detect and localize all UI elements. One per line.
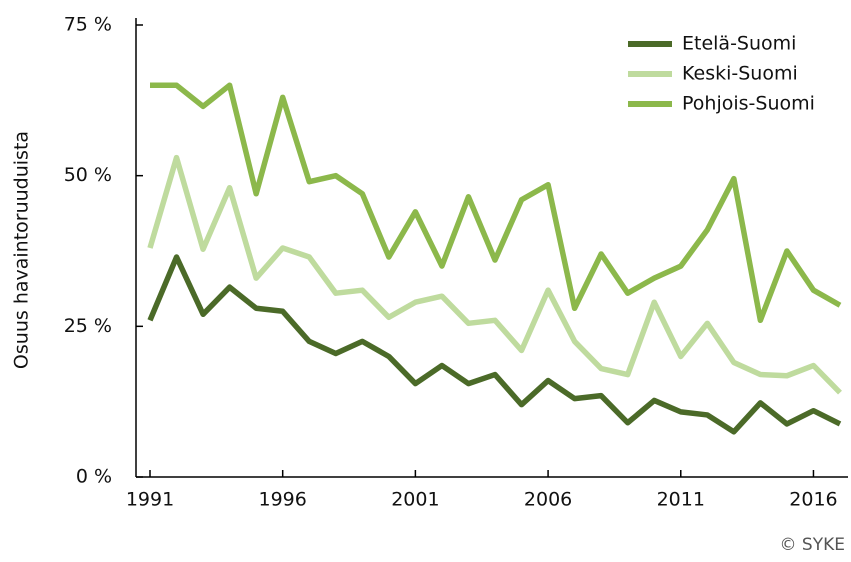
y-tick-label: 75 % bbox=[64, 14, 112, 36]
y-axis-label: Osuus havaintoruuduista bbox=[11, 131, 33, 369]
x-tick-label: 1991 bbox=[126, 489, 174, 511]
legend-label: Pohjois-Suomi bbox=[682, 93, 815, 115]
legend-label: Etelä-Suomi bbox=[682, 33, 796, 55]
series-line bbox=[147, 154, 842, 395]
y-tick-label: 25 % bbox=[64, 315, 112, 337]
x-tick-label: 1996 bbox=[259, 489, 307, 511]
y-tick-label: 0 % bbox=[76, 466, 112, 488]
x-tick-label: 2001 bbox=[391, 489, 439, 511]
series-line bbox=[150, 82, 842, 324]
x-tick-label: 2006 bbox=[524, 489, 572, 511]
credit: © SYKE bbox=[780, 535, 845, 555]
series-line bbox=[147, 254, 842, 435]
y-tick-label: 50 % bbox=[64, 164, 112, 186]
legend-label: Keski-Suomi bbox=[682, 63, 798, 85]
x-tick-label: 2011 bbox=[657, 489, 705, 511]
x-tick-label: 2016 bbox=[789, 489, 837, 511]
